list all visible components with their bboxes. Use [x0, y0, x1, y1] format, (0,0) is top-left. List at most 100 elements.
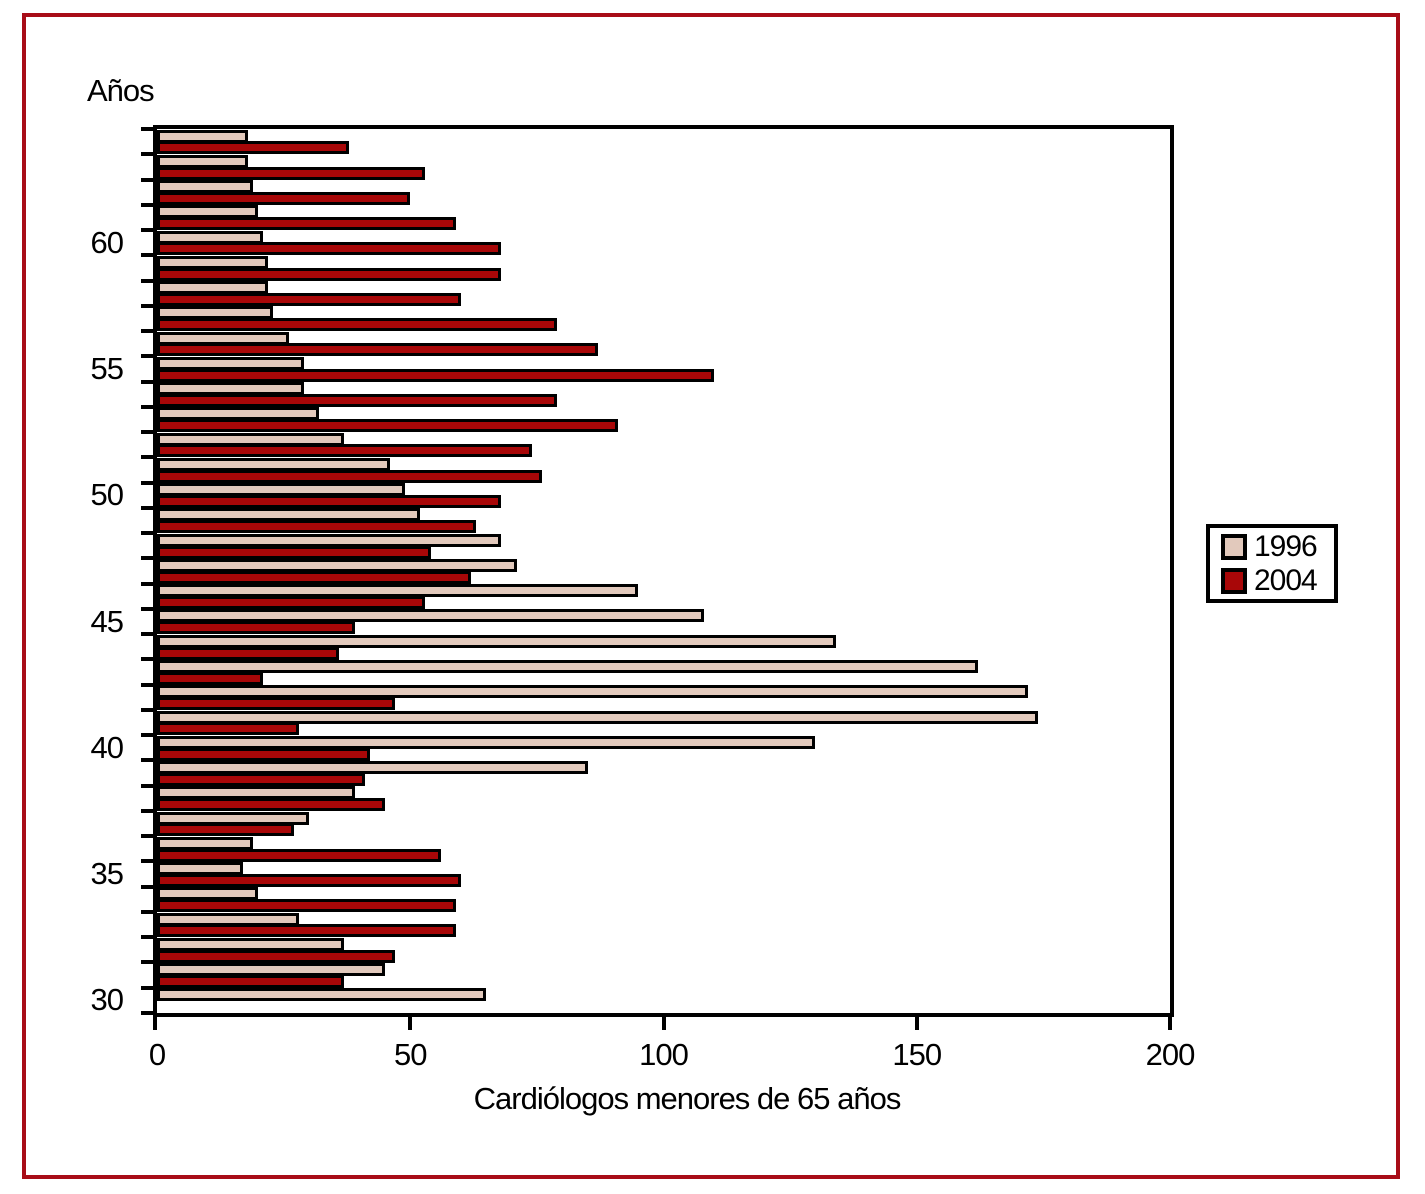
- legend-entry-1996: 1996: [1221, 531, 1334, 562]
- bar-1996-age-46: [157, 584, 638, 598]
- legend-swatch-1996: [1221, 533, 1247, 560]
- bar-1996-age-42: [157, 685, 1028, 699]
- bar-1996-age-48: [157, 533, 501, 547]
- legend-label-1996: 1996: [1254, 529, 1318, 563]
- bar-1996-age-62: [157, 180, 253, 194]
- x-axis-title: Cardiólogos menores de 65 años: [473, 1081, 902, 1116]
- bar-2004-age-64: [157, 141, 349, 155]
- x-tick-label-150: 150: [892, 1037, 942, 1072]
- bar-2004-age-54: [157, 393, 557, 407]
- legend-label-2004: 2004: [1254, 563, 1318, 597]
- y-tick: [141, 127, 157, 131]
- bar-1996-age-61: [157, 205, 258, 219]
- bar-2004-age-49: [157, 520, 476, 534]
- bar-1996-age-34: [157, 887, 258, 901]
- bar-2004-age-34: [157, 899, 456, 913]
- bar-2004-age-42: [157, 697, 395, 711]
- y-tick: [141, 531, 157, 536]
- y-tick-label-60: 60: [90, 224, 124, 260]
- bar-2004-age-37: [157, 823, 294, 837]
- y-tick: [141, 884, 157, 889]
- x-tick: [914, 1013, 919, 1030]
- bar-2004-age-32: [157, 949, 395, 963]
- bar-1996-age-58: [157, 281, 268, 295]
- bar-1996-age-50: [157, 483, 405, 497]
- y-tick: [141, 960, 157, 965]
- bar-1996-age-64: [157, 129, 248, 143]
- y-tick: [141, 278, 157, 283]
- y-tick: [141, 202, 157, 207]
- bar-1996-age-59: [157, 255, 268, 269]
- bar-2004-age-56: [157, 343, 598, 357]
- x-tick-label-100: 100: [639, 1037, 689, 1072]
- bar-2004-age-35: [157, 873, 461, 887]
- x-tick: [408, 1013, 413, 1030]
- bar-1996-age-54: [157, 382, 304, 396]
- y-tick: [141, 581, 157, 586]
- y-tick: [141, 859, 157, 864]
- bar-1996-age-49: [157, 508, 420, 522]
- bar-2004-age-51: [157, 469, 542, 483]
- bar-1996-age-55: [157, 356, 304, 370]
- bar-2004-age-60: [157, 242, 501, 256]
- y-tick: [141, 354, 157, 359]
- bar-2004-age-40: [157, 747, 370, 761]
- y-tick: [141, 632, 157, 637]
- x-tick-label-0: 0: [148, 1037, 166, 1072]
- bar-1996-age-60: [157, 230, 263, 244]
- y-tick: [141, 228, 157, 233]
- y-tick: [141, 682, 157, 687]
- x-tick: [1168, 1013, 1172, 1030]
- legend-swatch-2004: [1221, 567, 1247, 594]
- legend-entry-2004: 2004: [1221, 565, 1334, 596]
- y-tick: [141, 455, 157, 460]
- bar-2004-age-50: [157, 495, 501, 508]
- bar-2004-age-62: [157, 191, 410, 205]
- bar-1996-age-35: [157, 862, 243, 876]
- bar-1996-age-56: [157, 331, 289, 345]
- y-tick: [141, 556, 157, 561]
- y-tick: [141, 606, 157, 611]
- bar-2004-age-45: [157, 621, 355, 635]
- y-tick: [141, 329, 157, 334]
- y-tick: [141, 909, 157, 914]
- y-tick: [141, 505, 157, 510]
- x-tick-label-50: 50: [394, 1037, 427, 1072]
- bar-1996-age-51: [157, 457, 390, 471]
- bar-1996-age-53: [157, 407, 319, 421]
- bar-2004-age-55: [157, 368, 714, 382]
- bar-2004-age-53: [157, 419, 618, 433]
- bar-1996-age-37: [157, 811, 309, 825]
- bar-2004-age-48: [157, 545, 431, 559]
- bar-2004-age-39: [157, 772, 365, 786]
- bar-1996-age-30: [157, 988, 486, 1002]
- bar-2004-age-52: [157, 444, 532, 458]
- x-tick-label-200: 200: [1145, 1037, 1196, 1072]
- bar-1996-age-63: [157, 154, 248, 168]
- bar-1996-age-36: [157, 836, 253, 850]
- y-tick: [141, 733, 157, 738]
- x-tick: [661, 1013, 666, 1030]
- bar-2004-age-41: [157, 722, 299, 736]
- y-tick-label-50: 50: [90, 477, 124, 513]
- bar-1996-age-57: [157, 306, 273, 320]
- y-tick: [141, 379, 157, 384]
- bar-1996-age-33: [157, 912, 299, 926]
- y-tick: [141, 808, 157, 813]
- bar-2004-age-44: [157, 646, 339, 660]
- y-tick: [141, 404, 157, 409]
- bar-2004-age-58: [157, 292, 461, 306]
- y-tick-label-55: 55: [90, 350, 124, 386]
- bar-1996-age-52: [157, 432, 344, 446]
- y-tick-label-40: 40: [90, 729, 124, 765]
- bar-1996-age-38: [157, 786, 355, 800]
- bar-2004-age-57: [157, 318, 557, 332]
- bar-1996-age-32: [157, 937, 344, 951]
- y-tick: [141, 758, 157, 763]
- y-tick: [141, 1011, 157, 1015]
- y-tick-label-35: 35: [90, 856, 124, 892]
- bar-1996-age-40: [157, 735, 815, 749]
- bar-1996-age-45: [157, 609, 704, 623]
- bar-1996-age-43: [157, 660, 978, 673]
